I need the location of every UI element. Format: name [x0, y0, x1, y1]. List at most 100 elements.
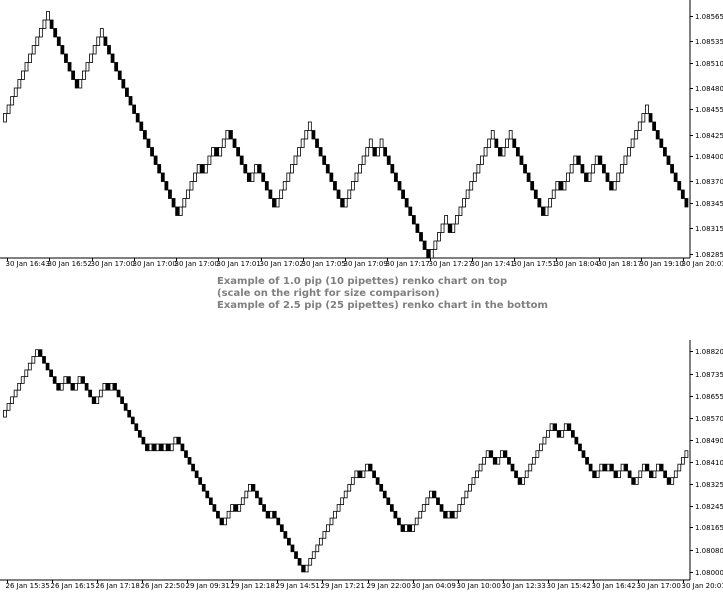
renko-brick-down [393, 510, 398, 519]
renko-brick-up [560, 430, 565, 438]
renko-brick-down [553, 423, 557, 431]
y-tick-label: 1.08455 [695, 106, 723, 114]
renko-chart-top: 1.08565 1.08535 1.08510 1.08480 1.08455 1.084… [0, 0, 723, 268]
renko-brick-down [116, 389, 121, 398]
renko-brick-up [594, 155, 599, 165]
renko-brick-up [169, 443, 174, 452]
renko-brick-down [141, 436, 146, 445]
renko-brick-up [485, 450, 490, 458]
renko-brick-down [216, 510, 220, 519]
renko-brick-up [454, 215, 459, 225]
renko-brick-down [408, 206, 413, 216]
renko-brick-up [230, 504, 234, 512]
renko-brick-down [255, 490, 259, 499]
y-tick-label: 1.08315 [695, 225, 723, 233]
renko-brick-up [304, 564, 309, 573]
renko-brick-down [232, 138, 237, 148]
renko-brick-up [333, 510, 337, 519]
renko-brick-down [379, 483, 384, 492]
renko-brick-up [471, 477, 476, 485]
renko-brick-down [436, 497, 440, 505]
renko-brick-up [468, 483, 472, 492]
x-tick-label: 30 Jan 18:04 [555, 260, 600, 268]
renko-brick-down [66, 376, 71, 384]
renko-brick-down [88, 389, 93, 398]
x-tick-label: 30 Jan 17:05 [302, 260, 346, 268]
renko-brick-up [546, 430, 550, 438]
renko-brick-down [570, 430, 575, 438]
renko-brick-down [519, 155, 524, 165]
renko-brick-up [78, 79, 83, 89]
renko-brick-up [634, 130, 639, 140]
renko-brick-up [109, 382, 114, 391]
renko-brick-up [6, 104, 11, 114]
renko-brick-up [684, 450, 689, 458]
renko-brick-up [46, 11, 50, 21]
x-tick-label: 30 Jan 16:52 [48, 260, 92, 268]
renko-brick-up [638, 470, 643, 479]
x-tick-label: 30 Jan 16:42 [592, 582, 636, 590]
renko-brick-down [397, 517, 401, 526]
renko-brick-up [293, 155, 298, 165]
renko-brick-up [490, 130, 495, 140]
renko-brick-up [329, 517, 334, 526]
renko-brick-down [290, 544, 295, 553]
renko-brick-down [318, 147, 323, 157]
renko-brick-down [135, 113, 140, 123]
renko-brick-up [77, 376, 82, 384]
x-tick-label: 29 Jan 09:31 [186, 582, 230, 590]
renko-brick-up [599, 463, 604, 472]
renko-brick-down [358, 470, 362, 479]
chart-caption: Example of 1.0 pip (10 pipettes) renko c… [217, 276, 577, 312]
renko-brick-up [99, 28, 104, 38]
renko-brick-down [605, 172, 610, 182]
renko-brick-up [528, 463, 533, 472]
renko-brick-down [201, 483, 206, 492]
renko-brick-up [244, 490, 249, 499]
renko-brick-down [137, 430, 142, 438]
renko-brick-down [81, 376, 85, 384]
renko-brick-up [641, 463, 646, 472]
renko-brick-up [524, 470, 529, 479]
x-tick-label: 29 Jan 12:18 [231, 582, 275, 590]
renko-brick-up [482, 457, 486, 465]
renko-brick-down [261, 172, 266, 182]
renko-brick-down [609, 181, 613, 191]
renko-brick-up [376, 147, 380, 157]
renko-brick-down [375, 477, 380, 485]
renko-brick-down [443, 510, 447, 519]
renko-brick-down [74, 79, 79, 89]
renko-brick-down [49, 369, 53, 378]
renko-brick-down [134, 423, 139, 431]
renko-brick-up [429, 490, 433, 499]
renko-brick-down [152, 443, 156, 452]
renko-brick-down [631, 477, 636, 485]
renko-brick-up [343, 490, 348, 499]
renko-brick-down [214, 147, 219, 157]
renko-brick-up [627, 147, 631, 157]
renko-brick-up [681, 457, 685, 465]
renko-brick-up [365, 463, 369, 472]
renko-brick-down [652, 121, 657, 131]
renko-brick-up [300, 138, 305, 148]
renko-brick-down [160, 172, 165, 182]
renko-brick-up [616, 172, 621, 182]
renko-brick-up [562, 181, 567, 191]
renko-brick-down [184, 450, 188, 458]
renko-brick-up [446, 510, 451, 519]
renko-brick-down [648, 113, 653, 123]
renko-brick-up [102, 382, 107, 391]
renko-brick-up [677, 463, 682, 472]
renko-brick-down [56, 36, 61, 46]
renko-brick-down [680, 189, 685, 199]
renko-brick-down [159, 443, 164, 452]
renko-brick-down [659, 463, 664, 472]
renko-brick-up [297, 147, 301, 157]
renko-brick-up [35, 349, 39, 357]
renko-brick-up [535, 450, 540, 458]
renko-brick-down [132, 104, 137, 114]
renko-brick-up [573, 155, 578, 165]
renko-brick-up [656, 463, 660, 472]
renko-brick-up [670, 477, 675, 485]
